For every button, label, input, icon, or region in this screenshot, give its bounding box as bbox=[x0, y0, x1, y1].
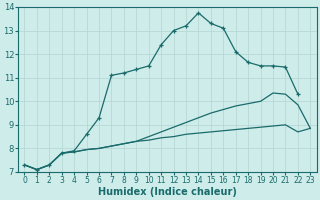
X-axis label: Humidex (Indice chaleur): Humidex (Indice chaleur) bbox=[98, 187, 237, 197]
